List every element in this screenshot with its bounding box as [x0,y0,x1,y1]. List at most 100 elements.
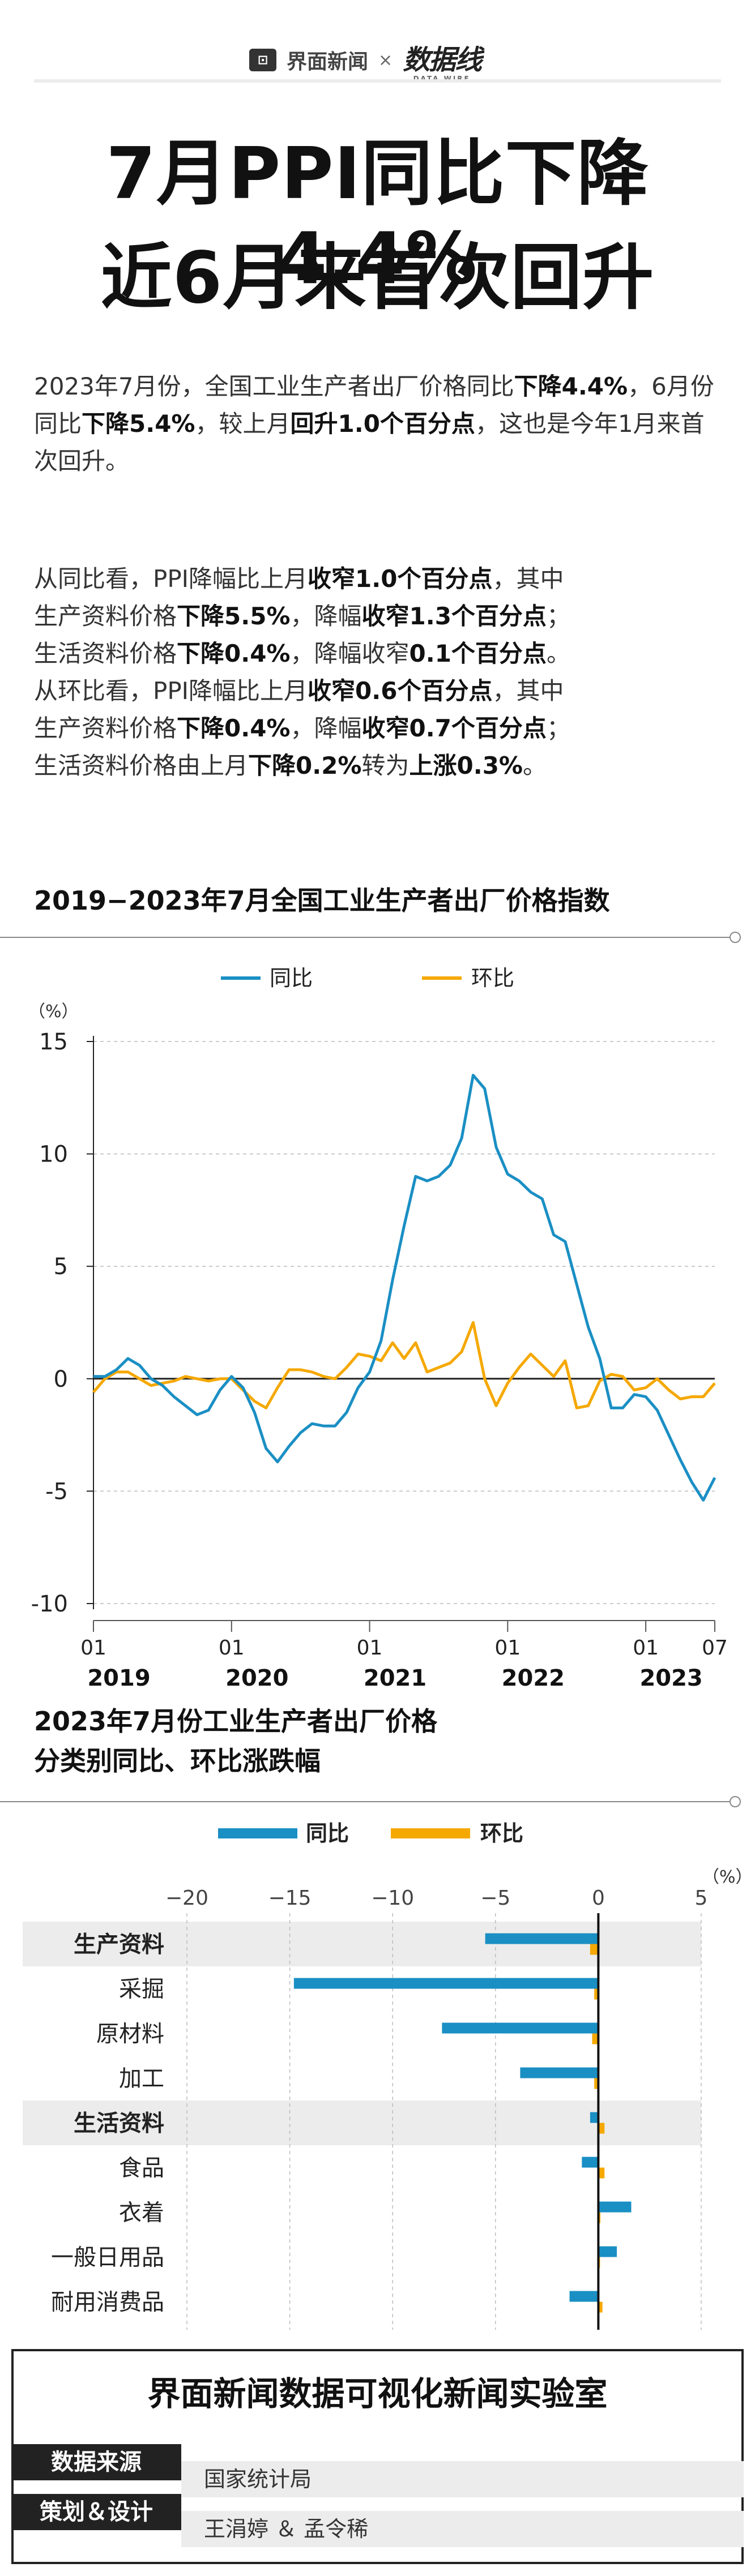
divider-end-dot [730,1796,741,1807]
bar-yoy [569,2291,599,2302]
p1-bold: 下降4.4% [514,372,628,400]
p2-bold: 收窄1.3个百分点 [361,602,547,630]
p2-text: 生活资料价格 [34,640,177,667]
legend-mom-label: 环比 [480,1821,523,1846]
line-chart-title: 2019−2023年7月全国工业生产者出厂价格指数 [34,885,610,916]
p2-text: 从环比看，PPI降幅比上月 [34,677,308,705]
legend-mom-swatch [391,1828,470,1838]
category-label: 衣着 [119,2200,164,2226]
line-chart-divider [0,937,731,938]
jiemian-logo-icon: ⊡ [249,49,276,71]
p2-text: ，降幅收窄 [290,640,410,667]
p2-text: 生活资料价格由上月 [34,752,249,779]
p2-text: 转为 [361,752,410,779]
bar-mom [598,2167,605,2179]
x-tick-month: 01 [633,1636,659,1660]
x-tick-month: 07 [702,1636,728,1660]
x-tick-label: 5 [695,1887,708,1910]
p2-bold: 收窄0.7个百分点 [361,714,547,742]
bar-chart-title-2: 分类别同比、环比涨跌幅 [34,1746,321,1776]
p2-text: ，其中 [492,565,564,593]
y-axis-unit: （%） [28,1002,79,1022]
group-band [23,2101,701,2145]
brand-separator: × [378,50,393,70]
bar-chart-title-1: 2023年7月份工业生产者出厂价格 [34,1706,438,1737]
headline-line2: 近6月来首次回升 [100,236,655,319]
bar-yoy [520,2067,599,2078]
intro-paragraph: 2023年7月份，全国工业生产者出厂价格同比下降4.4%，6月份同比下降5.4%… [34,368,721,480]
x-tick-year: 2019 [87,1665,150,1691]
p2-bold: 下降0.2% [248,752,362,779]
bar-mom [592,2033,599,2044]
p2-bold: 下降0.4% [177,714,291,742]
legend-yoy-label: 同比 [306,1821,349,1846]
headline-line1: 7月PPI同比下降4.4% [106,132,649,300]
p1-bold: 回升1.0个百分点 [290,410,475,438]
x-tick-label: −5 [480,1887,510,1910]
bar-mom [594,2078,599,2089]
p2-bold: 上涨0.3% [409,752,523,779]
p1-text: 2023年7月份，全国工业生产者出厂价格同比 [34,372,514,400]
p2-text: ，其中 [492,677,564,705]
category-label: 耐用消费品 [51,2290,164,2316]
design-value: 王涓婷 ＆ 孟令稀 [181,2511,744,2547]
datawire-logo: 数据线 [403,44,482,76]
y-tick-label: 10 [39,1142,68,1168]
p2-text: 从同比看，PPI降幅比上月 [34,565,308,593]
category-label: 食品 [119,2155,164,2181]
bar-yoy [590,2112,599,2123]
bar-mom [594,1988,599,2000]
divider-end-dot [730,932,741,943]
bar-yoy [293,1978,599,1989]
p2-bold: 下降5.5% [177,602,291,630]
category-label: 加工 [119,2066,164,2092]
x-tick-month: 01 [219,1636,245,1660]
source-value: 国家统计局 [181,2461,744,2497]
series-line-mom [92,1321,716,1409]
bar-chart: 同比 环比 （%） −20 −15 −10 −5 0 5 生产资料采掘原材料加工生活资料食品衣着一… [23,1821,753,2330]
series-line-yoy [93,1074,716,1502]
legend-yoy-label: 同比 [270,966,313,991]
y-tick-label: 0 [54,1366,68,1392]
legend-mom-label: 环比 [471,966,514,991]
bar-yoy [582,2157,599,2168]
p1-bold: 下降5.4% [82,410,195,438]
category-label: 一般日用品 [51,2245,164,2271]
bar-yoy [442,2022,599,2034]
category-label: 生产资料 [74,1932,164,1958]
x-tick-year: 2021 [364,1665,426,1691]
bar-yoy [598,2201,632,2213]
x-tick-year: 2023 [639,1665,702,1691]
y-tick-label: -10 [31,1591,68,1617]
brand-header: ⊡ 界面新闻 × 数据线 DATA WIRE [0,37,755,83]
x-tick-label: −20 [165,1887,208,1910]
source-label: 数据来源 [11,2444,181,2480]
x-tick-year: 2020 [225,1665,288,1691]
bar-yoy [485,1933,599,1944]
p2-text: 。 [546,640,570,667]
bar-mom [598,2301,603,2313]
p2-text: ，降幅 [290,714,362,742]
x-tick-label: −15 [268,1887,312,1910]
y-tick-label: -5 [45,1478,68,1505]
p2-text: ，降幅 [290,602,362,630]
design-label: 策划＆设计 [11,2494,181,2530]
p2-bold: 下降0.4% [177,640,291,667]
p2-text: 。 [523,752,547,779]
p1-text: ，较上月 [195,410,291,438]
p1-text: ，这也是今年1月来首次回升。 [34,410,705,475]
x-tick-label: 0 [592,1887,605,1910]
p2-bold: 收窄1.0个百分点 [308,565,493,593]
legend-yoy-swatch [218,1828,297,1838]
x-tick-month: 01 [80,1636,106,1660]
bar-chart-divider [0,1801,731,1802]
x-tick-label: −10 [371,1887,414,1910]
x-tick-month: 01 [494,1636,521,1660]
top-divider [34,79,721,83]
x-axis-unit: （%） [702,1867,753,1887]
brand-left-name: 界面新闻 [287,50,369,74]
bar-yoy [598,2246,617,2257]
category-label: 生活资料 [74,2111,164,2137]
x-tick-month: 01 [357,1636,383,1660]
detail-paragraph: 从同比看，PPI降幅比上月收窄1.0个百分点，其中 生产资料价格下降5.5%，降… [34,560,721,785]
